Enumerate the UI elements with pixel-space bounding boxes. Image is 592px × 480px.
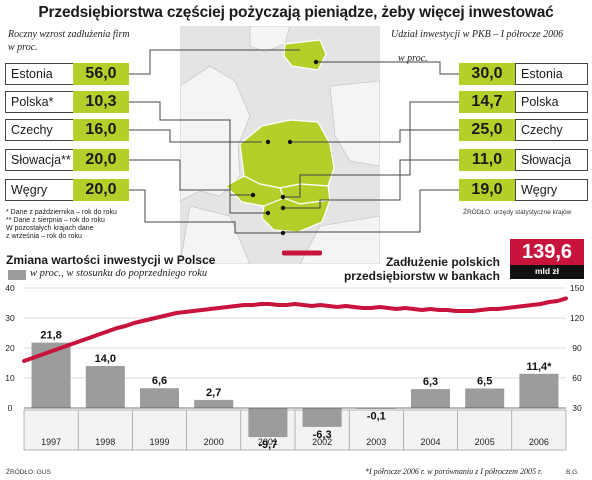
country-label: Polska [515,91,588,113]
x-tick: 2006 [529,437,549,447]
bar-value-label: 11,4* [526,361,552,373]
debt-unit: mld zł [510,265,584,279]
country-value: 30,0 [459,63,515,85]
y-tick-right: 150 [570,283,584,293]
y-tick-left: 40 [5,283,15,293]
right-unit: w proc. [398,53,428,64]
central-europe-map [179,25,381,265]
investment-chart: 40 30 20 10 0 150 120 90 60 30 1997 1998 1999 2000 200… [5,283,584,451]
bar-value-label: -6,3 [313,429,332,441]
right-heading: Udział inwestycji w PKB – I półrocze 200… [391,29,564,40]
debt-label-2: przedsiębiorstw w bankach [343,269,500,283]
country-label: Polska* [5,91,74,113]
line-legend-swatch [282,250,322,256]
investment-chart-title: Zmiana wartości inwestycji w Polsce [6,253,216,267]
y-tick-right: 60 [572,373,582,383]
y-tick-right: 90 [572,343,582,353]
country-value: 56,0 [73,63,129,85]
bar [465,388,505,408]
country-value: 25,0 [459,119,515,141]
bar-legend-swatch [8,270,26,280]
country-value: 14,7 [459,91,515,113]
x-tick: 1998 [95,437,115,447]
country-row-right: 19,0 Węgry [459,179,588,201]
bar-value-label: 6,6 [152,375,167,387]
bar-value-label: 21,8 [40,330,61,342]
country-row-left: Polska* 10,3 [5,91,129,113]
y-tick-left: 0 [8,403,13,413]
country-label: Estonia [5,63,74,85]
y-tick-left: 20 [5,343,15,353]
bar-value-label: -0,1 [367,410,386,422]
signature: B.G. [566,469,580,476]
country-row-left: Estonia 56,0 [5,63,129,85]
footnote-line: * Dane z października – rok do roku [6,209,117,216]
y-tick-right: 120 [570,313,584,323]
country-label: Słowacja** [5,149,74,171]
country-row-left: Słowacja** 20,0 [5,149,129,171]
bar-legend-label: w proc., w stosunku do poprzedniego roku [30,268,208,279]
footnote-line: ** Dane z sierpnia – rok do roku [6,217,105,224]
bar [248,408,288,438]
bar [194,399,234,408]
debt-label-1: Zadłużenie polskich [385,255,500,269]
bar-value-label: 2,7 [206,387,221,399]
y-tick-right: 30 [572,403,582,413]
footnote-line: z września – rok do roku [6,233,82,240]
bar-value-label: 6,3 [423,376,438,388]
x-tick: 2002 [312,437,332,447]
country-row-right: 25,0 Czechy [459,119,588,141]
bar [519,373,559,408]
country-value: 16,0 [73,119,129,141]
bar [85,366,125,408]
bar-value-label: -9,7 [258,439,277,451]
country-value: 10,3 [73,91,129,113]
country-value: 11,0 [459,149,515,171]
country-row-right: 11,0 Słowacja [459,149,588,171]
left-unit: w proc. [8,42,38,53]
country-label: Węgry [515,179,588,201]
x-tick: 1999 [149,437,169,447]
map-background [179,25,381,265]
bottom-footnote: *I półrocze 2006 r. w porównaniu z I pół… [365,467,543,476]
country-row-right: 14,7 Polska [459,91,588,113]
bar [410,389,451,408]
country-value: 20,0 [73,179,129,201]
bar-value-label: 6,5 [477,376,492,388]
x-tick: 2005 [475,437,495,447]
left-heading: Roczny wzrost zadłużenia firm [8,29,130,40]
country-row-left: Czechy 16,0 [5,119,129,141]
bottom-source: ŹRÓDŁO: GUS [6,469,51,476]
country-label: Czechy [515,119,588,141]
bar [302,408,342,427]
country-row-left: Węgry 20,0 [5,179,129,201]
x-tick: 2001 [258,437,278,447]
country-value: 20,0 [73,149,129,171]
y-tick-left: 10 [5,373,15,383]
footnote-line: W pozostałych krajach dane [6,225,94,232]
country-label: Węgry [5,179,74,201]
y-tick-left: 30 [5,313,15,323]
country-label: Estonia [515,63,588,85]
right-source: ŹRÓDŁO: urzędy statystyczne krajów [463,209,572,216]
x-tick: 2004 [420,437,440,447]
bar-value-label: 14,0 [95,353,116,365]
country-label: Czechy [5,119,74,141]
bar [139,388,180,408]
page-title: Przedsiębiorstwa częściej pożyczają pien… [38,4,554,21]
debt-value: 139,6 [510,239,584,265]
country-value: 19,0 [459,179,515,201]
x-tick: 2003 [366,437,386,447]
x-tick: 2000 [204,437,224,447]
country-row-right: 30,0 Estonia [459,63,588,85]
x-tick: 1997 [41,437,61,447]
country-label: Słowacja [515,149,588,171]
debt-series-line [22,296,568,363]
